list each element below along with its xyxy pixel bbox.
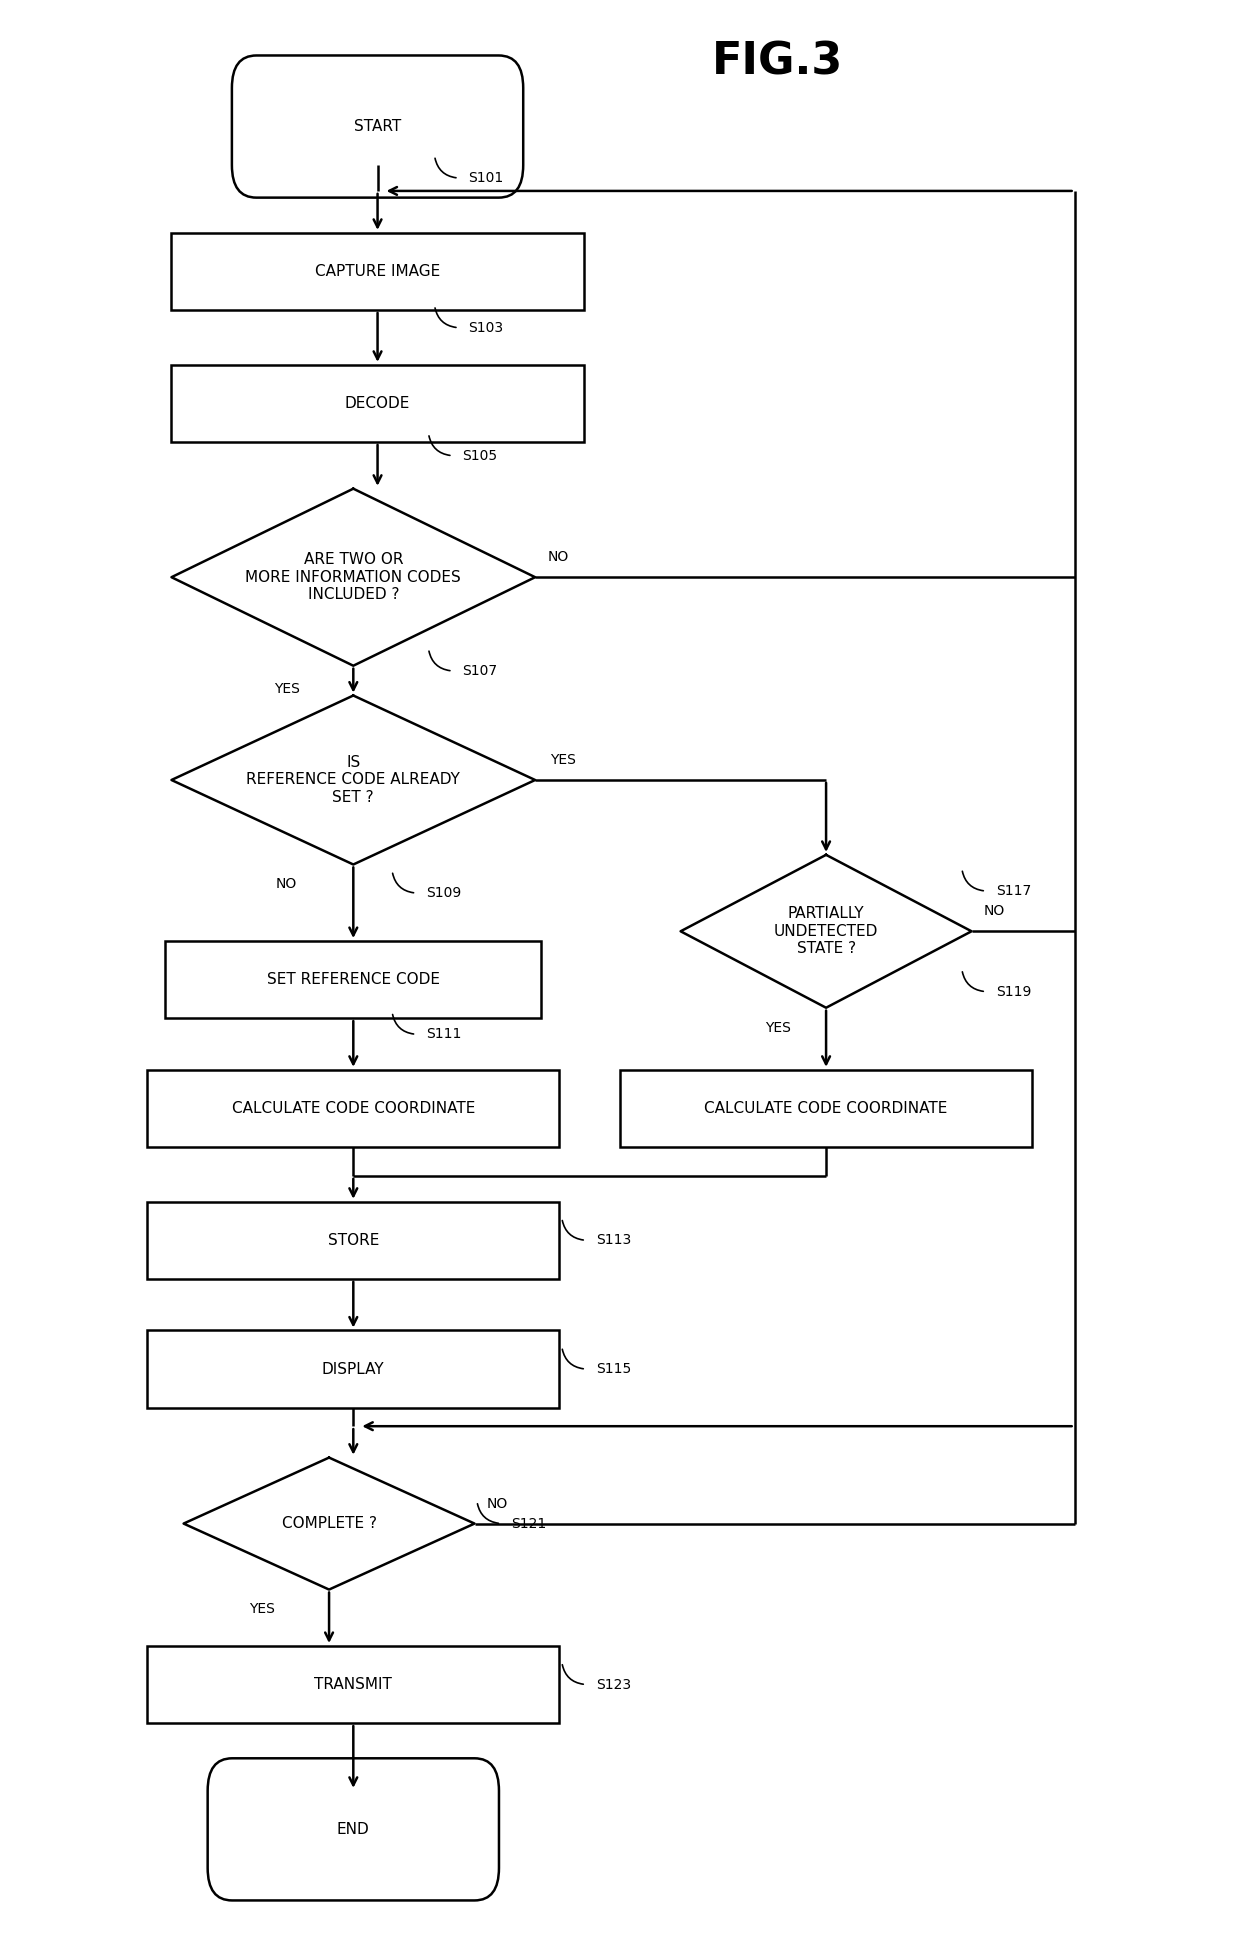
Polygon shape — [184, 1457, 475, 1589]
FancyBboxPatch shape — [232, 56, 523, 197]
Bar — [148, 1647, 559, 1724]
Text: S101: S101 — [469, 170, 503, 186]
Polygon shape — [171, 695, 536, 865]
Text: NO: NO — [547, 550, 568, 565]
Text: S107: S107 — [463, 664, 497, 677]
Text: TRANSMIT: TRANSMIT — [315, 1678, 392, 1691]
Bar — [148, 1202, 559, 1279]
Text: S111: S111 — [427, 1027, 461, 1041]
Text: ARE TWO OR
MORE INFORMATION CODES
INCLUDED ?: ARE TWO OR MORE INFORMATION CODES INCLUD… — [246, 551, 461, 602]
Text: CALCULATE CODE COORDINATE: CALCULATE CODE COORDINATE — [704, 1101, 947, 1116]
Text: YES: YES — [249, 1602, 275, 1616]
Text: YES: YES — [549, 753, 575, 766]
Text: S123: S123 — [595, 1678, 631, 1691]
Text: YES: YES — [274, 681, 300, 697]
Text: CALCULATE CODE COORDINATE: CALCULATE CODE COORDINATE — [232, 1101, 475, 1116]
Text: END: END — [337, 1823, 370, 1836]
Text: DECODE: DECODE — [345, 397, 410, 410]
Bar — [171, 232, 584, 310]
Text: NO: NO — [486, 1496, 508, 1511]
Text: SET REFERENCE CODE: SET REFERENCE CODE — [267, 971, 440, 987]
Text: PARTIALLY
UNDETECTED
STATE ?: PARTIALLY UNDETECTED STATE ? — [774, 906, 878, 956]
Text: S113: S113 — [595, 1233, 631, 1248]
Text: NO: NO — [983, 904, 1004, 919]
Text: S105: S105 — [463, 449, 497, 462]
Bar — [148, 1331, 559, 1407]
Text: S117: S117 — [996, 884, 1030, 898]
Text: CAPTURE IMAGE: CAPTURE IMAGE — [315, 263, 440, 279]
Text: YES: YES — [765, 1020, 791, 1035]
Bar — [148, 1070, 559, 1147]
Text: IS
REFERENCE CODE ALREADY
SET ?: IS REFERENCE CODE ALREADY SET ? — [247, 755, 460, 805]
Text: STORE: STORE — [327, 1233, 379, 1248]
Text: START: START — [353, 120, 402, 134]
Polygon shape — [171, 490, 536, 666]
FancyBboxPatch shape — [207, 1759, 498, 1900]
Text: FIG.3: FIG.3 — [712, 41, 843, 83]
Text: S109: S109 — [427, 886, 461, 900]
Polygon shape — [681, 855, 972, 1008]
Text: S121: S121 — [511, 1517, 546, 1531]
Bar — [171, 366, 584, 441]
Text: S103: S103 — [469, 321, 503, 335]
Bar — [620, 1070, 1032, 1147]
Text: DISPLAY: DISPLAY — [322, 1362, 384, 1376]
Text: S115: S115 — [595, 1362, 631, 1376]
Text: NO: NO — [277, 877, 298, 892]
Bar — [165, 940, 541, 1018]
Text: S119: S119 — [996, 985, 1032, 998]
Text: COMPLETE ?: COMPLETE ? — [281, 1515, 377, 1531]
